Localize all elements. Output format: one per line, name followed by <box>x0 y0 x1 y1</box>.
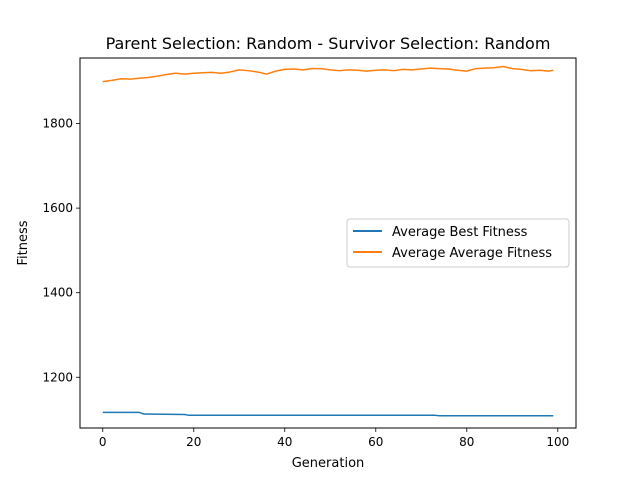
plot-frame <box>79 57 577 429</box>
legend-box <box>346 218 570 268</box>
x-tick-label: 20 <box>186 435 201 449</box>
series-line-1 <box>102 65 554 83</box>
x-tick-label: 40 <box>277 435 292 449</box>
legend-label-0: Average Best Fitness <box>392 225 528 240</box>
y-axis-label: Fitness <box>16 220 31 265</box>
y-tick-label: 1600 <box>42 201 73 215</box>
chart-title: Parent Selection: Random - Survivor Sele… <box>106 34 551 53</box>
y-axis: 1200 1400 1600 1800 <box>42 117 80 384</box>
x-axis: 0 20 40 60 80 100 <box>99 428 569 449</box>
y-tick-label: 1200 <box>42 370 73 384</box>
y-tick-label: 1400 <box>42 286 73 300</box>
x-tick-label: 80 <box>459 435 474 449</box>
x-tick-label: 0 <box>99 435 107 449</box>
x-tick-label: 60 <box>368 435 383 449</box>
series-line-0 <box>102 411 554 417</box>
x-axis-label: Generation <box>292 456 365 471</box>
series-layer <box>102 65 554 417</box>
x-tick-label: 100 <box>546 435 569 449</box>
y-tick-label: 1800 <box>42 117 73 131</box>
legend-label-1: Average Average Fitness <box>392 246 552 261</box>
legend: Average Best Fitness Average Average Fitn… <box>346 218 570 268</box>
